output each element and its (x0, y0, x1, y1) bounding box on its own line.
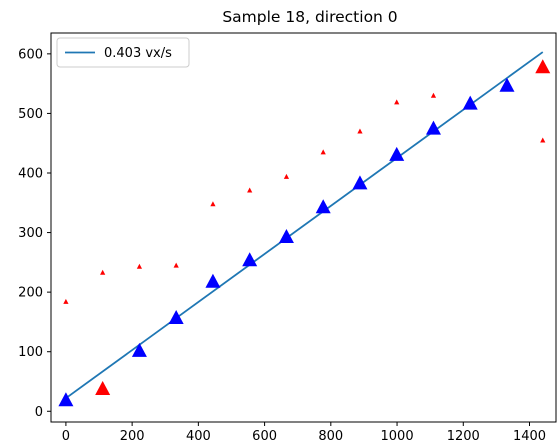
legend-label: 0.403 vx/s (104, 46, 172, 61)
x-tick-label: 1400 (513, 429, 546, 443)
small-point-marker (100, 269, 106, 275)
inlier-marker (168, 310, 184, 325)
y-tick-label: 300 (18, 226, 43, 241)
y-tick-label: 200 (18, 286, 43, 301)
y-tick-label: 100 (18, 345, 43, 360)
x-tick-label: 1000 (381, 429, 414, 443)
small-point-marker (540, 137, 546, 143)
outlier-marker (535, 59, 551, 74)
x-tick-label: 800 (318, 429, 343, 443)
x-tick-label: 1200 (447, 429, 480, 443)
inlier-marker (499, 77, 515, 92)
legend: 0.403 vx/s (56, 37, 190, 68)
y-tick-label: 400 (18, 166, 43, 181)
small-point-marker (173, 262, 179, 268)
plot-frame (50, 32, 557, 423)
x-tick-label: 400 (186, 429, 211, 443)
inlier-marker (131, 342, 147, 357)
y-tick-label: 600 (18, 47, 43, 62)
small-point-marker (394, 99, 400, 105)
x-tick-label: 600 (252, 429, 277, 443)
outlier-marker (95, 380, 111, 395)
chart-title: Sample 18, direction 0 (222, 8, 397, 26)
axes: 0 200 400 600 800 1000 1200 1400 0 100 200 300 400 50… (18, 32, 557, 443)
inlier-marker (352, 175, 368, 190)
x-tick-label: 200 (120, 429, 145, 443)
y-tick-label: 500 (18, 107, 43, 122)
legend-box (56, 37, 190, 68)
small-point-marker (63, 298, 69, 304)
small-point-marker (210, 201, 216, 207)
plot-marks (58, 51, 551, 407)
small-point-marker (357, 128, 363, 134)
small-point-marker (283, 173, 290, 179)
inlier-marker (315, 199, 331, 214)
inlier-marker (58, 392, 74, 407)
inlier-marker (389, 146, 405, 161)
small-point-marker (320, 149, 326, 155)
x-tick-label: 0 (62, 429, 70, 443)
inlier-marker (278, 229, 294, 244)
fit-line (65, 51, 544, 399)
inlier-marker (205, 273, 221, 288)
small-point-marker (430, 92, 437, 98)
inlier-marker (462, 95, 478, 110)
inlier-marker (425, 120, 441, 135)
y-tick-label: 0 (35, 405, 43, 420)
small-point-marker (136, 263, 143, 269)
small-point-marker (247, 187, 253, 193)
inlier-marker (242, 252, 258, 267)
